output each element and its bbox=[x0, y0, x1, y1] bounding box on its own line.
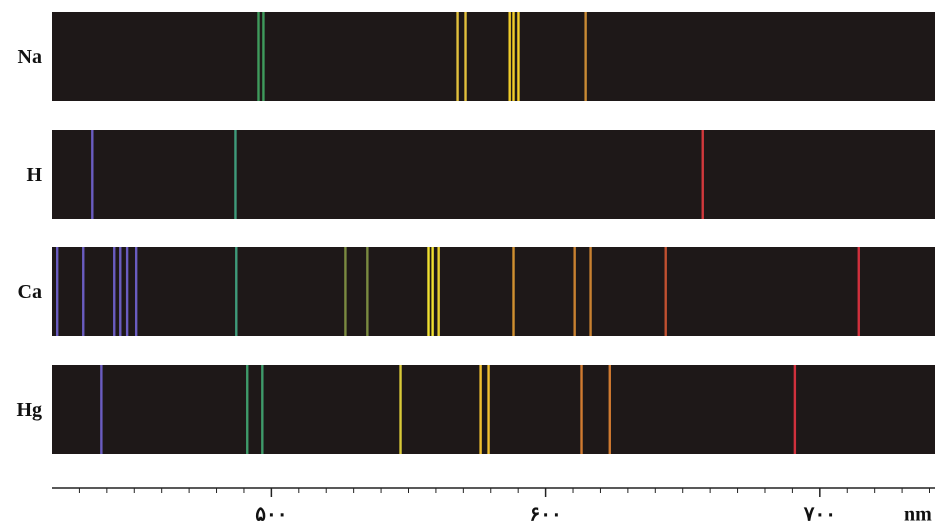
element-label: Ca bbox=[18, 281, 42, 303]
x-tick-label: ۶۰۰ bbox=[529, 504, 561, 526]
spectra-figure: Na H Ca Hg ۵۰۰ ۶۰۰ ۷۰۰ nm bbox=[0, 0, 935, 529]
spectrum-band bbox=[52, 247, 935, 336]
x-tick-label: ۷۰۰ bbox=[803, 504, 836, 526]
spectrum-band bbox=[52, 365, 935, 454]
spectrum-band bbox=[52, 12, 935, 101]
element-label: Hg bbox=[16, 399, 42, 421]
x-unit: nm bbox=[904, 504, 932, 526]
x-tick-label: ۵۰۰ bbox=[255, 504, 287, 526]
element-label: Na bbox=[18, 46, 42, 68]
element-label: H bbox=[26, 164, 42, 186]
spectrum-band bbox=[52, 130, 935, 219]
